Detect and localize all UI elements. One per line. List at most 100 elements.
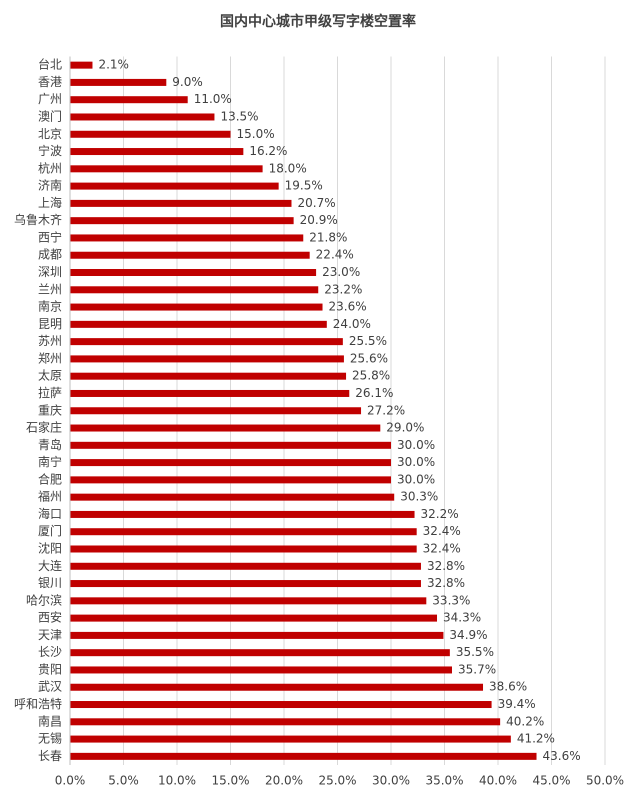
bar xyxy=(70,649,450,657)
data-label: 32.4% xyxy=(423,541,461,555)
data-label: 32.2% xyxy=(421,507,459,521)
bar xyxy=(70,735,511,743)
data-label: 20.7% xyxy=(297,196,335,210)
bar xyxy=(70,718,501,726)
data-label: 35.5% xyxy=(456,645,494,659)
bar xyxy=(70,199,292,207)
bar xyxy=(70,78,167,86)
y-tick-label: 南宁 xyxy=(38,454,62,469)
data-label: 35.7% xyxy=(458,662,496,676)
bar xyxy=(70,389,350,397)
x-tick-label: 10.0% xyxy=(158,774,196,788)
y-tick-label: 南昌 xyxy=(38,713,62,728)
y-tick-label: 南京 xyxy=(38,299,62,314)
bar xyxy=(70,338,343,346)
y-tick-label: 济南 xyxy=(38,178,62,193)
data-label: 16.2% xyxy=(249,144,287,158)
y-tick-label: 哈尔滨 xyxy=(26,592,62,607)
y-tick-label: 太原 xyxy=(38,368,62,383)
data-label: 29.0% xyxy=(386,421,424,435)
y-tick-label: 成都 xyxy=(38,248,62,262)
bar xyxy=(70,510,415,518)
y-tick-label: 海口 xyxy=(38,506,62,521)
y-tick-label: 苏州 xyxy=(38,334,62,348)
bar xyxy=(70,666,452,674)
data-label: 23.2% xyxy=(324,282,362,296)
bar xyxy=(70,752,537,760)
y-tick-label: 厦门 xyxy=(38,523,62,538)
bar xyxy=(70,683,484,691)
bar xyxy=(70,631,444,639)
bar xyxy=(70,528,417,536)
bar xyxy=(70,580,421,588)
data-label: 13.5% xyxy=(220,109,258,123)
y-tick-label: 合肥 xyxy=(38,471,62,486)
y-tick-label: 长春 xyxy=(38,749,62,763)
data-label: 23.0% xyxy=(322,265,360,279)
x-tick-label: 50.0% xyxy=(586,774,624,788)
x-tick-label: 45.0% xyxy=(532,774,570,788)
data-label: 32.4% xyxy=(423,524,461,538)
bar xyxy=(70,407,362,415)
chart-title: 国内中心城市甲级写字楼空置率 xyxy=(220,13,416,30)
x-tick-label: 30.0% xyxy=(372,774,410,788)
bar xyxy=(70,165,263,173)
y-tick-label: 石家庄 xyxy=(26,420,62,435)
y-tick-label: 无锡 xyxy=(38,731,62,746)
data-label: 22.4% xyxy=(316,248,354,262)
y-tick-label: 乌鲁木齐 xyxy=(14,212,62,227)
data-label: 19.5% xyxy=(285,179,323,193)
y-tick-label: 大连 xyxy=(38,558,62,573)
y-tick-label: 昆明 xyxy=(38,317,62,331)
y-tick-label: 长沙 xyxy=(38,645,62,659)
bar xyxy=(70,372,347,380)
data-label: 25.5% xyxy=(349,334,387,348)
data-label: 33.3% xyxy=(432,593,470,607)
data-label: 30.3% xyxy=(400,490,438,504)
y-tick-label: 西安 xyxy=(38,610,62,625)
x-tick-label: 15.0% xyxy=(211,774,249,788)
bar xyxy=(70,251,310,259)
data-label: 32.8% xyxy=(427,559,465,573)
y-tick-label: 贵阳 xyxy=(38,662,62,676)
x-tick-label: 20.0% xyxy=(265,774,303,788)
data-label: 39.4% xyxy=(498,697,536,711)
bar xyxy=(70,148,244,156)
y-tick-label: 呼和浩特 xyxy=(14,696,62,711)
bar xyxy=(70,476,391,484)
y-tick-label: 西宁 xyxy=(38,229,62,244)
bar xyxy=(70,269,317,277)
data-label: 18.0% xyxy=(269,161,307,175)
y-tick-label: 沈阳 xyxy=(38,540,62,555)
y-tick-label: 澳门 xyxy=(38,108,62,123)
y-tick-label: 武汉 xyxy=(38,680,62,694)
y-tick-label: 广州 xyxy=(38,92,62,106)
y-tick-label: 银川 xyxy=(38,576,62,590)
bar xyxy=(70,441,391,449)
bar xyxy=(70,286,319,294)
x-tick-label: 35.0% xyxy=(425,774,463,788)
data-label: 21.8% xyxy=(309,230,347,244)
bar xyxy=(70,113,215,121)
data-label: 20.9% xyxy=(300,213,338,227)
y-tick-label: 重庆 xyxy=(38,403,62,417)
bar xyxy=(70,614,438,622)
data-label: 30.0% xyxy=(397,472,435,486)
y-tick-label: 福州 xyxy=(38,489,62,504)
x-tick-label: 5.0% xyxy=(108,774,139,788)
y-tick-label: 香港 xyxy=(38,75,62,89)
data-label: 2.1% xyxy=(98,58,129,72)
data-label: 30.0% xyxy=(397,455,435,469)
data-label: 40.2% xyxy=(506,714,544,728)
y-tick-label: 拉萨 xyxy=(38,385,62,400)
data-label: 25.6% xyxy=(350,351,388,365)
y-tick-label: 杭州 xyxy=(38,160,62,175)
data-label: 38.6% xyxy=(489,680,527,694)
bar xyxy=(70,61,93,69)
y-tick-label: 青岛 xyxy=(38,437,62,452)
y-tick-label: 深圳 xyxy=(38,265,62,279)
bar xyxy=(70,217,294,225)
data-label: 34.3% xyxy=(443,611,481,625)
y-tick-label: 兰州 xyxy=(38,282,62,296)
